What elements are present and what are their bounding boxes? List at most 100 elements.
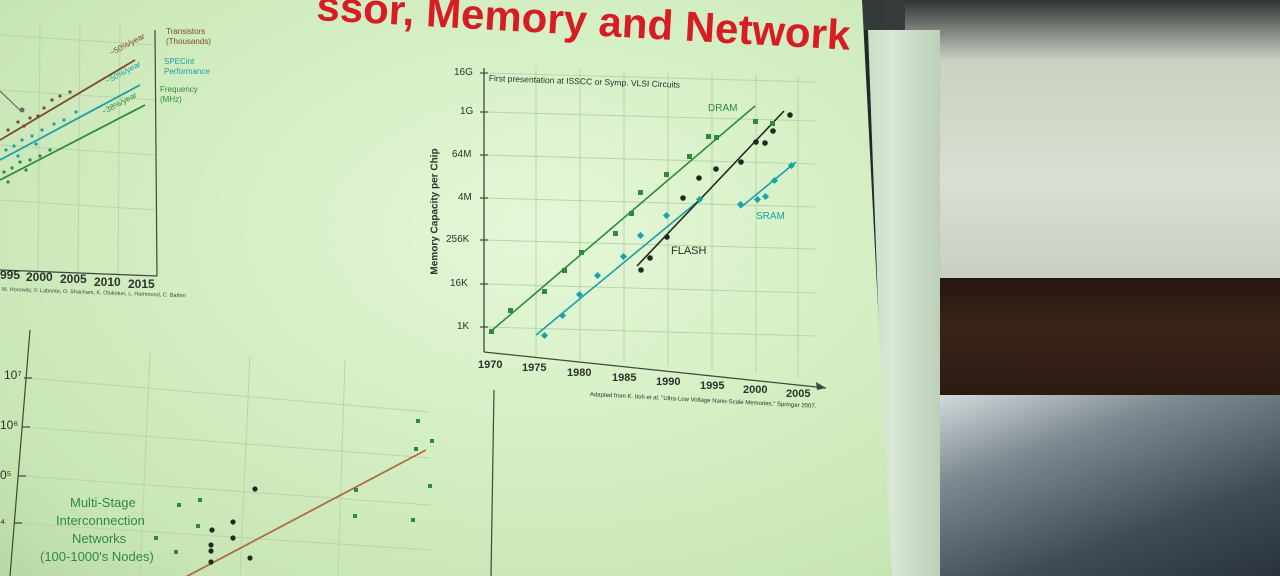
flash-point (753, 139, 759, 145)
flash-points (638, 112, 793, 273)
memory-y-tick: 1G (460, 106, 474, 117)
top-left-x-tick: 2000 (26, 270, 53, 284)
dram-trend (489, 105, 756, 333)
legend-frequency: Frequency (MHz) (160, 85, 198, 104)
top-left-x-tick: 2005 (60, 272, 87, 286)
bottom-left-y-tick: 0⁵ (0, 468, 12, 482)
memory-chart (480, 68, 827, 390)
network-trend (179, 449, 427, 576)
dram-label: DRAM (708, 103, 738, 114)
dram-points (489, 119, 775, 334)
memory-x-tick: 1975 (522, 362, 547, 374)
sram-point (575, 290, 584, 299)
memory-y-tick: 1K (457, 321, 470, 332)
memory-x-tick: 1980 (567, 367, 592, 379)
sram-point (753, 195, 762, 204)
flash-point (770, 128, 776, 134)
flash-point (787, 112, 793, 118)
bottom-left-y-tick: ⁴ (0, 516, 6, 530)
sram-point (619, 252, 628, 261)
flash-point (713, 166, 719, 172)
divider-line (490, 389, 495, 576)
dram-point (489, 329, 494, 334)
dram-point (613, 231, 618, 236)
top-left-x-axis (0, 269, 158, 277)
top-left-y-axis (154, 29, 158, 277)
metal-surface (930, 395, 1280, 576)
flash-point (738, 159, 744, 165)
flash-point (638, 267, 644, 273)
room-wall (905, 0, 1280, 300)
network-label-line: (100-1000's Nodes) (40, 549, 154, 564)
saturation-line (0, 90, 23, 113)
network-label-line: Networks (72, 531, 127, 546)
sram-trend-2 (739, 161, 797, 209)
dram-point (687, 154, 692, 159)
sram-point (770, 176, 779, 185)
legend-specint: SPECint Performance (164, 57, 210, 76)
dram-point (629, 211, 634, 216)
sram-trend (535, 197, 703, 336)
network-dots (208, 486, 258, 565)
legend-transistors: Transistors (Thousands) (166, 27, 211, 46)
flash-label: FLASH (671, 245, 707, 257)
memory-grid (483, 68, 816, 378)
memory-x-tick: 2000 (743, 384, 768, 396)
network-points (154, 419, 434, 554)
sram-point (636, 231, 645, 240)
network-label-line: Interconnection (56, 513, 145, 528)
bottom-left-chart (9, 329, 495, 576)
slide-graphics (0, 19, 827, 576)
dram-point (770, 121, 775, 126)
sram-point (593, 271, 602, 280)
memory-x-tick: 1985 (612, 372, 637, 384)
flash-point (680, 195, 686, 201)
dram-point (706, 134, 711, 139)
network-label-line: Multi-Stage (70, 495, 136, 510)
memory-y-tick: 4M (458, 192, 472, 203)
dram-point (508, 308, 513, 313)
frequency-trend (0, 104, 146, 181)
sram-point (787, 161, 796, 170)
memory-y-tick: 64M (452, 149, 472, 160)
memory-y-label: Memory Capacity per Chip (429, 148, 441, 275)
flash-point (696, 175, 702, 181)
projected-slide: ssor, Memory and Network (0, 0, 892, 576)
memory-x-tick: 1970 (478, 359, 503, 371)
dram-point (562, 268, 567, 273)
memory-x-tick: 1990 (656, 376, 681, 388)
bottom-left-y-axis (9, 329, 31, 576)
specint-trend (0, 84, 141, 161)
memory-x-axis (483, 351, 827, 389)
bottom-left-y-tick: 10⁶ (0, 418, 19, 432)
dram-point (638, 190, 643, 195)
flash-trend (636, 110, 785, 267)
top-left-x-tick: 2015 (128, 277, 155, 291)
sram-point (558, 311, 567, 320)
dram-point (664, 172, 669, 177)
sram-point (540, 331, 549, 340)
top-left-x-tick: 2010 (94, 275, 121, 289)
sram-point (736, 200, 745, 209)
top-left-x-tick: 995 (0, 268, 21, 282)
sram-point (695, 195, 704, 204)
dram-point (714, 135, 719, 140)
flash-point (762, 140, 768, 146)
memory-y-tick: 16G (454, 67, 473, 78)
flash-point (647, 255, 653, 261)
dram-point (542, 289, 547, 294)
sram-label: SRAM (756, 211, 785, 222)
memory-x-tick: 2005 (786, 388, 811, 400)
memory-x-tick: 1995 (700, 380, 725, 392)
dram-point (579, 250, 584, 255)
flash-point (664, 234, 670, 240)
memory-y-tick: 256K (446, 234, 470, 245)
top-left-points (2, 90, 78, 184)
sram-point (761, 192, 770, 201)
bottom-left-y-tick: 10⁷ (4, 368, 22, 382)
dram-point (753, 119, 758, 124)
transistors-trend (0, 59, 136, 141)
wooden-shelf (925, 278, 1280, 400)
sram-point (662, 211, 671, 220)
sram-points (540, 161, 796, 340)
